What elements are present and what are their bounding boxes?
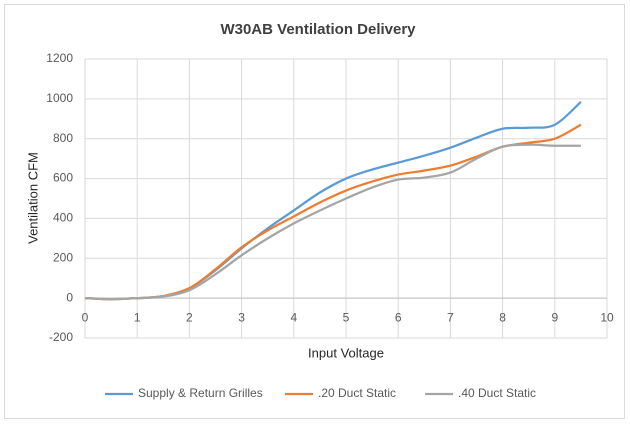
legend-label: .20 Duct Static [318,386,396,400]
y-axis-title: Ventilation CFM [25,152,40,244]
legend-label: Supply & Return Grilles [138,386,263,400]
x-axis-title: Input Voltage [308,345,384,360]
y-tick-label: -200 [49,330,73,344]
x-tick-label: 2 [186,310,193,324]
legend-label: .40 Duct Static [458,386,536,400]
x-tick-label: 5 [343,310,350,324]
x-tick-label: 9 [551,310,558,324]
x-tick-label: 0 [82,310,89,324]
x-tick-label: 10 [600,310,614,324]
x-tick-label: 6 [395,310,402,324]
x-tick-label: 8 [499,310,506,324]
y-tick-label: 200 [53,250,73,264]
y-tick-label: 1200 [46,51,73,65]
x-tick-label: 1 [134,310,141,324]
x-tick-label: 7 [447,310,454,324]
y-tick-label: 800 [53,131,73,145]
y-tick-label: 600 [53,171,73,185]
series-line [84,143,581,301]
x-tick-label: 3 [238,310,245,324]
chart-title: W30AB Ventilation Delivery [220,21,416,38]
y-tick-label: 1000 [46,91,73,105]
y-tick-label: 0 [66,290,73,304]
chart-border [4,4,625,419]
x-tick-label: 4 [290,310,297,324]
y-tick-label: 400 [53,211,73,225]
